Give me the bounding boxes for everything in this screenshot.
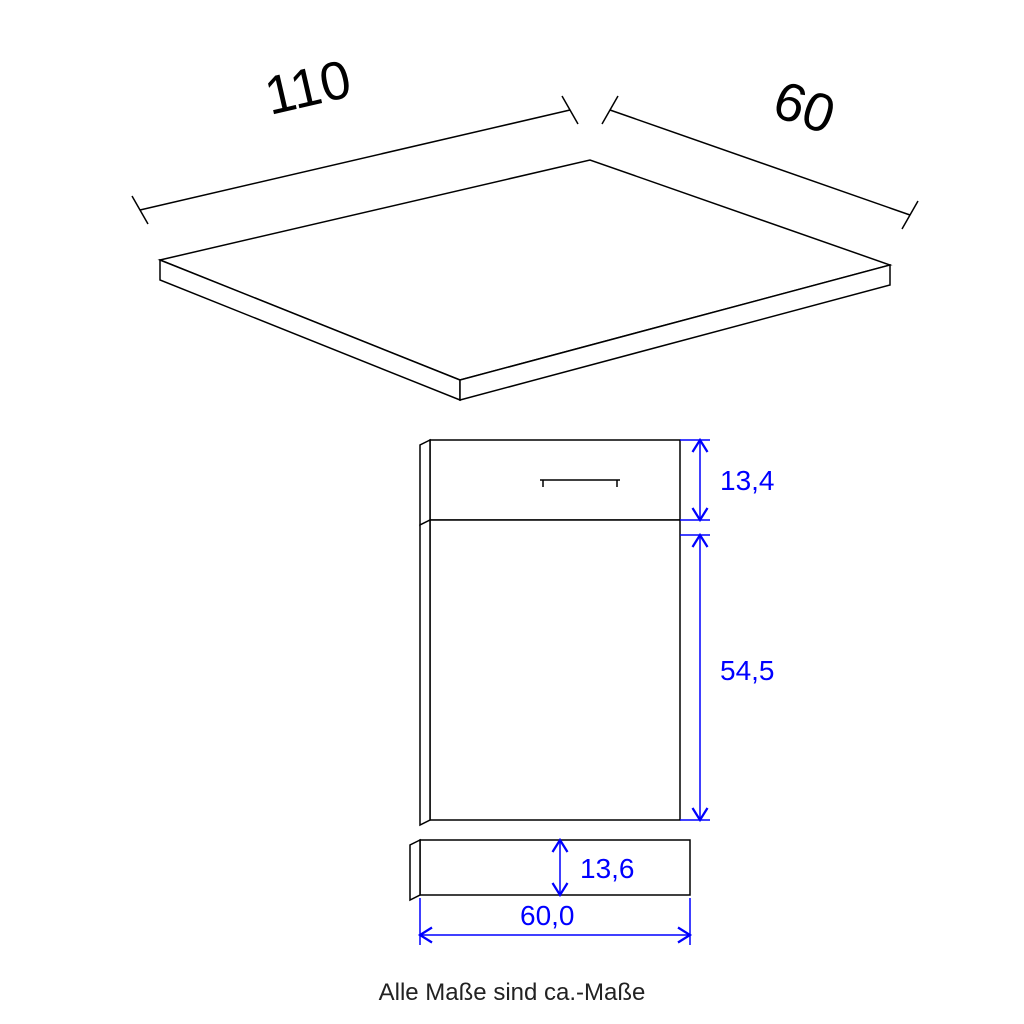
drawer-side	[420, 440, 430, 525]
dim-front-width-label: 60,0	[520, 900, 575, 931]
door-side	[420, 520, 430, 825]
dim-door-height-label: 54,5	[720, 655, 775, 686]
dim-front-width: 60,0	[420, 898, 690, 945]
dim-plinth-height-label: 13,6	[580, 853, 635, 884]
dim-door-height: 54,5	[680, 535, 775, 820]
plinth-side	[410, 840, 420, 900]
dim-drawer-height: 13,4	[680, 440, 775, 520]
worktop	[160, 160, 890, 400]
caption-text: Alle Maße sind ca.-Maße	[379, 979, 646, 1006]
worktop-top-face	[160, 160, 890, 380]
dim-drawer-height-label: 13,4	[720, 465, 775, 496]
door-front	[430, 520, 680, 820]
dim-depth-label: 60	[766, 70, 842, 146]
front-panel	[410, 440, 690, 900]
dim-width-label: 110	[259, 49, 356, 127]
plinth-front	[420, 840, 690, 895]
